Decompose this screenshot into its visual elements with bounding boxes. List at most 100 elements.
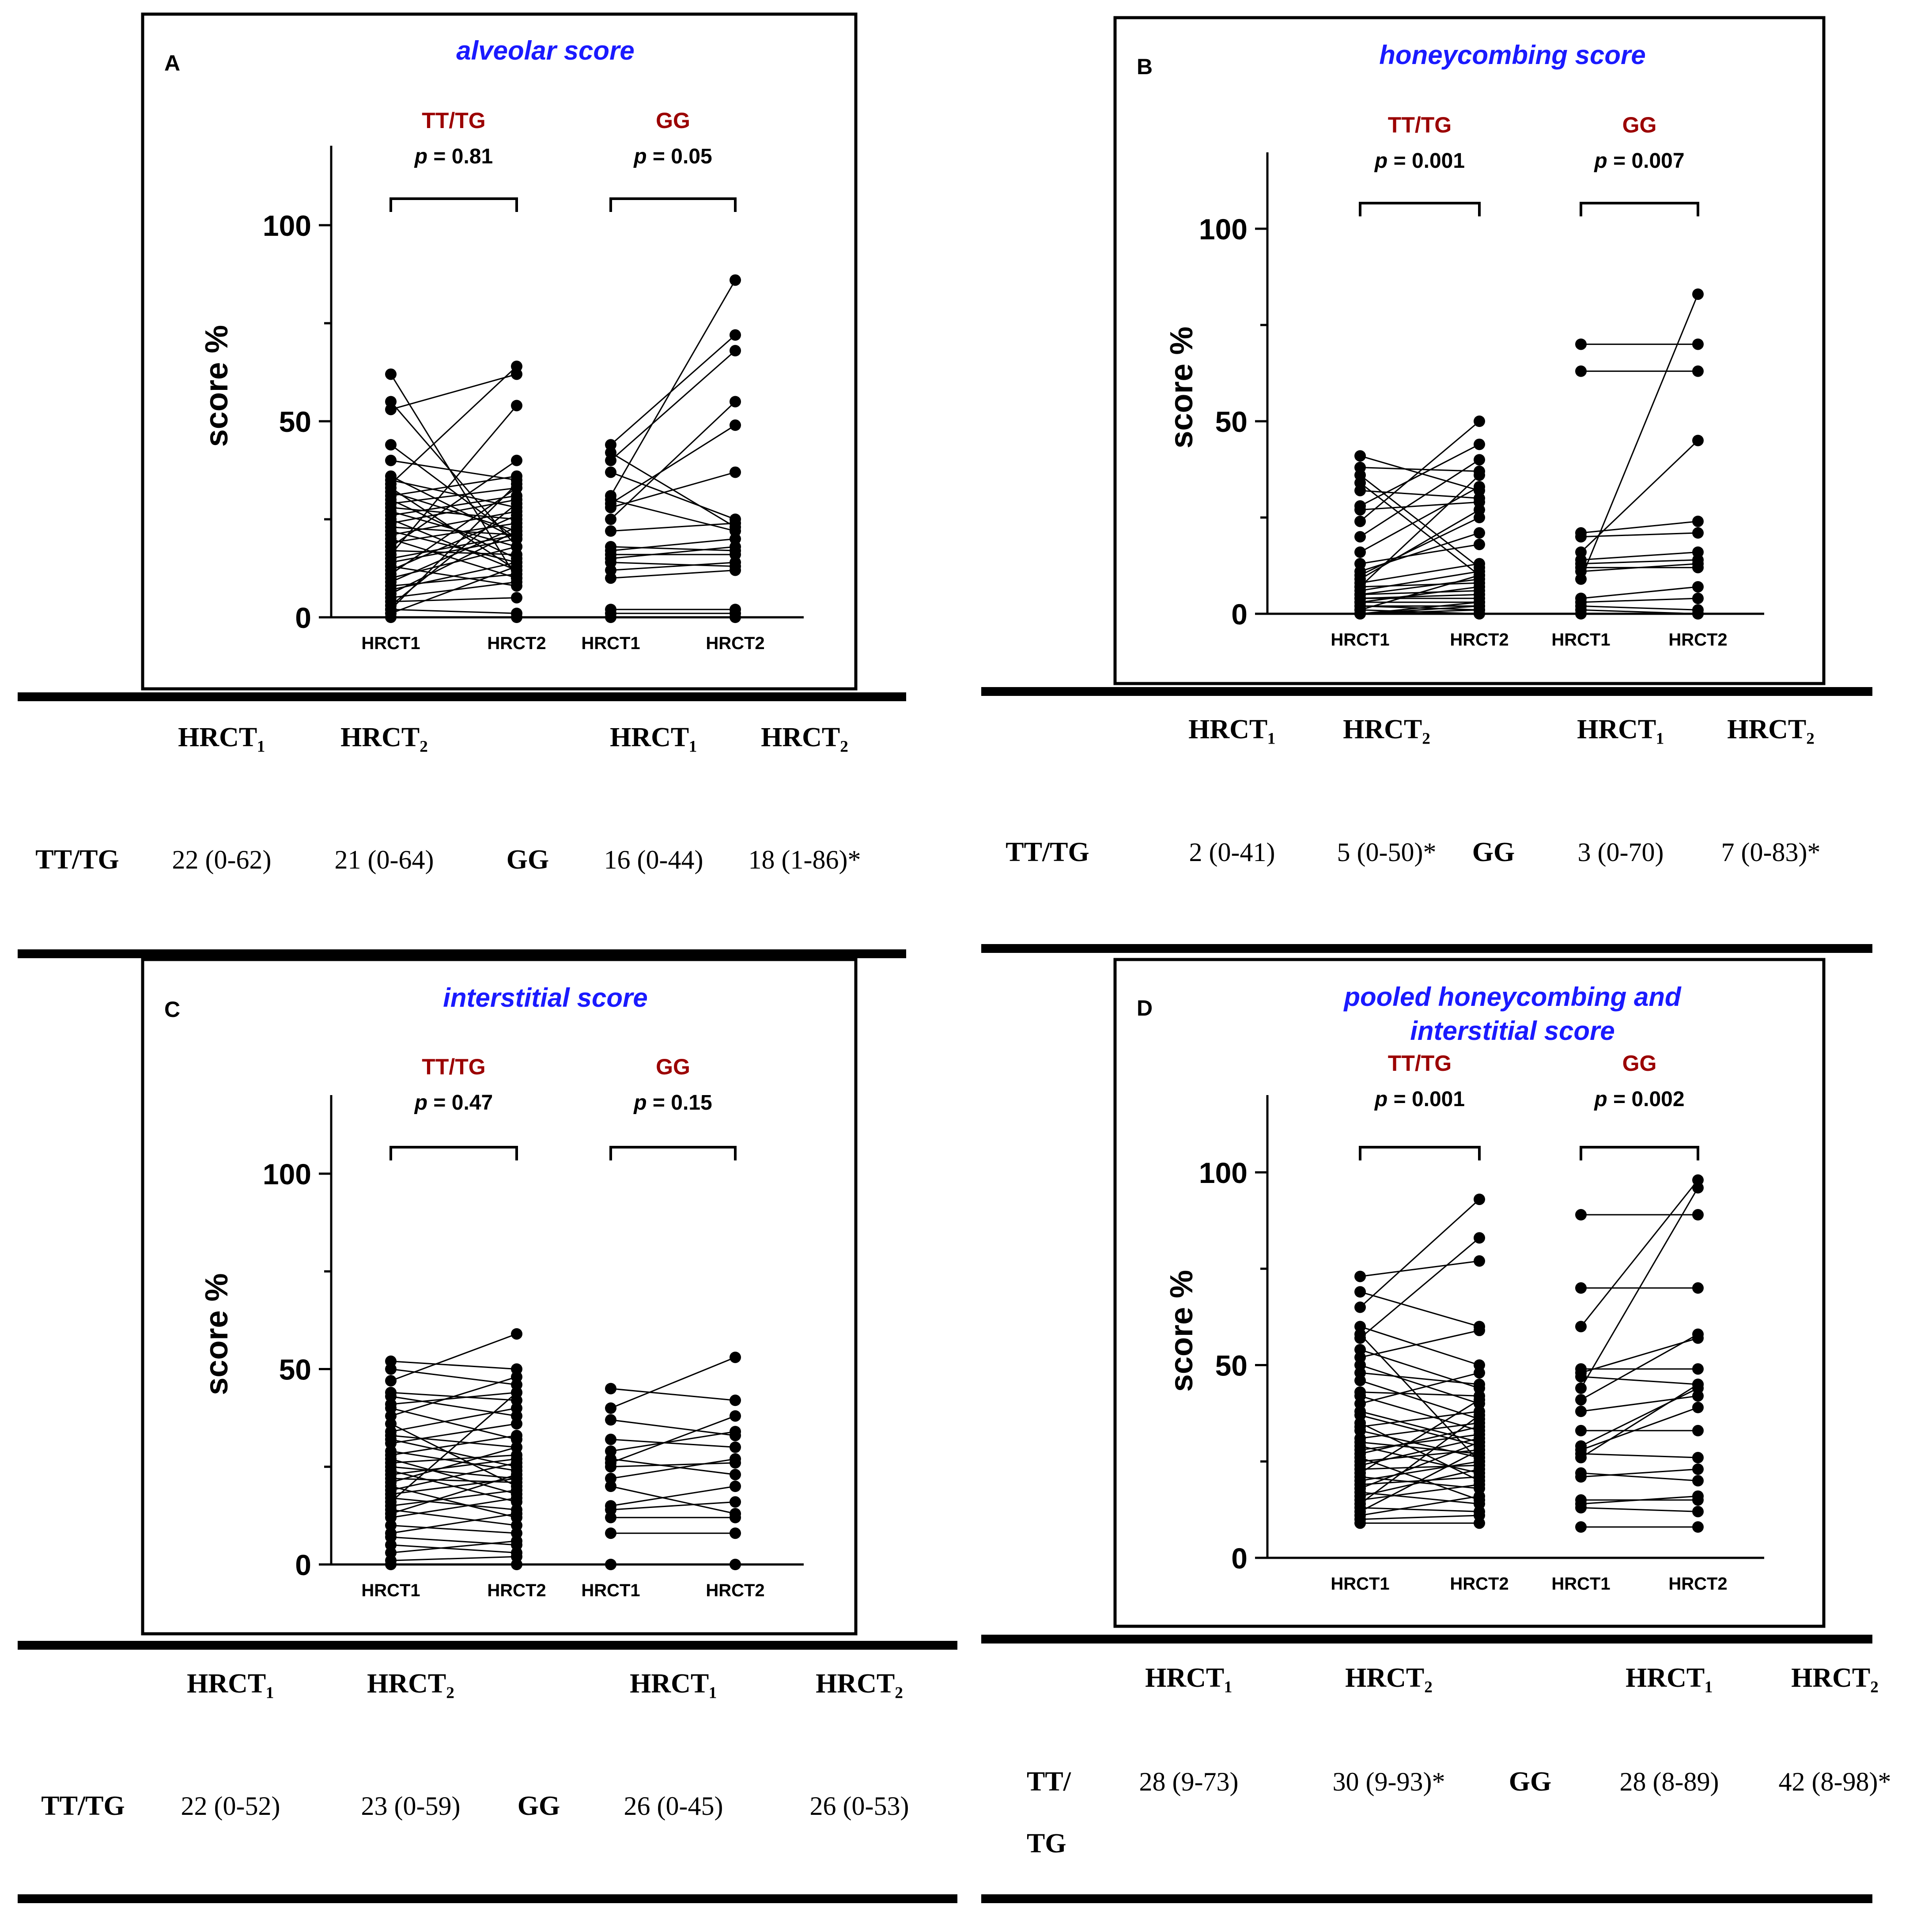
pair-line <box>610 471 736 508</box>
data-point-hrct1 <box>605 1383 616 1394</box>
pair-line <box>1580 605 1698 611</box>
data-point-hrct1 <box>605 1414 616 1426</box>
pair-line <box>390 562 517 591</box>
data-point-hrct2 <box>1474 527 1485 539</box>
pair-line <box>390 1392 517 1405</box>
p-value-value: = 0.001 <box>1388 149 1465 173</box>
pair-line <box>390 1489 517 1507</box>
p-value: p = 0.002 <box>1593 1088 1684 1111</box>
pair-line <box>1580 1407 1698 1451</box>
table-header: HRCT₁ <box>1145 1663 1233 1693</box>
pair-line <box>1360 1237 1480 1339</box>
pair-line <box>390 1466 517 1479</box>
data-point-hrct1 <box>605 1527 616 1539</box>
data-point-hrct2 <box>730 533 741 545</box>
pair-line <box>390 1540 517 1553</box>
panel-frame <box>141 12 858 691</box>
significance-bracket <box>389 1146 518 1160</box>
x-tick-label: HRCT1 <box>361 634 420 653</box>
pair-line <box>610 424 736 504</box>
table-header: HRCT₁ <box>178 722 265 752</box>
series-gg <box>1575 288 1704 620</box>
data-point-hrct1 <box>1354 1375 1366 1387</box>
pair-line <box>1360 486 1480 553</box>
pair-line <box>1580 532 1698 538</box>
data-point-hrct2 <box>511 568 522 580</box>
table-row-label: GG <box>507 845 549 875</box>
pair-line <box>610 1415 736 1464</box>
pair-line <box>1360 1391 1480 1397</box>
data-point-hrct1 <box>605 1511 616 1523</box>
table-row-label: TT/ <box>1027 1767 1071 1797</box>
data-point-hrct1 <box>1575 1282 1587 1294</box>
data-point-hrct2 <box>1474 1324 1485 1336</box>
table-cell: 3 (0-70) <box>1578 838 1664 867</box>
data-point-hrct2 <box>511 470 522 482</box>
series-gg <box>605 274 741 623</box>
data-point-hrct2 <box>1474 1463 1485 1475</box>
data-point-hrct1 <box>385 1375 397 1387</box>
data-point-hrct2 <box>1692 1282 1704 1294</box>
table-cell: 23 (0-59) <box>361 1791 461 1821</box>
pair-line <box>1360 582 1480 588</box>
data-point-hrct2 <box>1692 1328 1704 1340</box>
data-point-hrct2 <box>511 548 522 560</box>
data-point-hrct2 <box>1474 1409 1485 1421</box>
data-point-hrct1 <box>1354 1301 1366 1313</box>
pair-line <box>1580 1337 1698 1374</box>
table-cell: 22 (0-62) <box>172 845 272 874</box>
y-tick-label: 100 <box>263 1158 311 1190</box>
pair-line <box>1360 574 1480 611</box>
data-point-hrct2 <box>511 1371 522 1383</box>
panel-letter: A <box>164 51 180 76</box>
p-value-value: = 0.81 <box>427 145 493 168</box>
x-tick-label: HRCT2 <box>1668 630 1727 650</box>
p-value-p: p <box>1374 149 1388 173</box>
pair-line <box>1360 1422 1480 1439</box>
pair-line <box>1359 1198 1480 1308</box>
pair-line <box>1360 443 1480 507</box>
pair-line <box>390 1407 517 1440</box>
pair-line <box>1580 1383 1698 1458</box>
data-point-hrct2 <box>1474 1194 1485 1205</box>
pair-line <box>610 1458 736 1479</box>
data-point-hrct1 <box>605 1559 616 1570</box>
data-point-hrct2 <box>1692 527 1704 539</box>
data-point-hrct2 <box>730 329 741 341</box>
pair-line <box>390 1497 517 1511</box>
pair-line <box>1360 1426 1480 1455</box>
data-point-hrct2 <box>511 592 522 604</box>
pair-line <box>1360 459 1480 537</box>
pair-line <box>1360 1330 1480 1358</box>
data-point-hrct2 <box>511 510 522 521</box>
data-point-hrct2 <box>730 1559 741 1570</box>
table-cell: 2 (0-41) <box>1189 838 1275 867</box>
data-point-hrct1 <box>1575 1424 1587 1436</box>
p-value-p: p <box>414 145 427 168</box>
pair-line <box>390 522 517 544</box>
y-tick-label: 100 <box>263 209 311 242</box>
table-row-label: TT/TG <box>1006 837 1089 867</box>
pair-line <box>390 1423 517 1444</box>
pair-line <box>610 1485 736 1507</box>
significance-bracket <box>389 197 518 212</box>
x-tick-label: HRCT2 <box>487 634 546 653</box>
pair-line <box>1580 521 1698 534</box>
pair-line <box>390 1447 517 1483</box>
data-point-hrct1 <box>605 525 616 537</box>
group-label: TT/TG <box>422 108 485 133</box>
data-point-hrct2 <box>1692 1463 1704 1475</box>
pair-line <box>390 374 518 578</box>
data-point-hrct1 <box>1354 546 1366 558</box>
data-point-hrct1 <box>605 447 616 459</box>
table-cell: 28 (9-73) <box>1139 1767 1239 1796</box>
group-label: GG <box>1622 1051 1657 1076</box>
data-point-hrct2 <box>1474 1479 1485 1491</box>
pair-line <box>610 334 736 446</box>
p-value-p: p <box>633 1091 647 1115</box>
pair-line <box>610 499 736 532</box>
pair-line <box>390 1360 517 1370</box>
pair-line <box>1360 1515 1480 1520</box>
pair-line <box>1360 1414 1480 1504</box>
table-header: HRCT₁ <box>610 722 697 752</box>
